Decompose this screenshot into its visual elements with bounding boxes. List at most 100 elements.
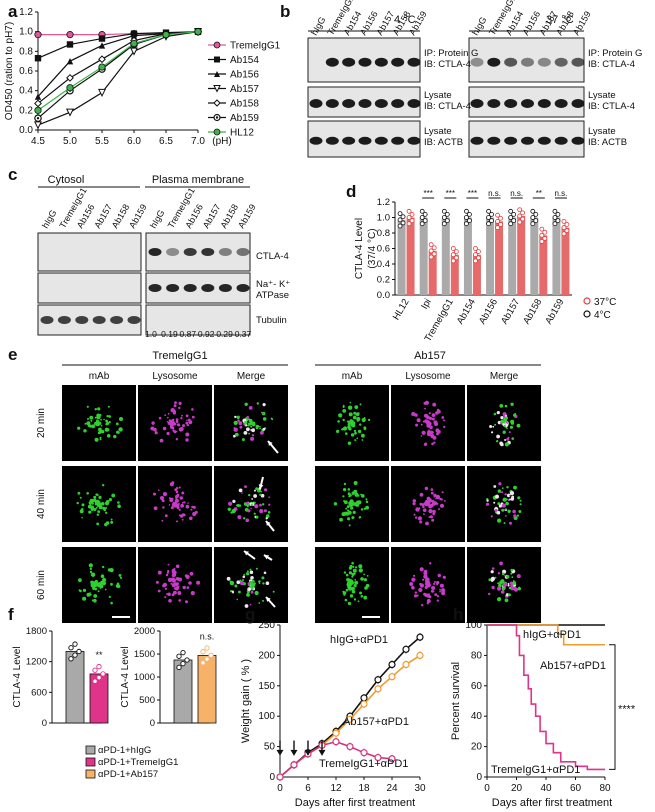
e-puncta [363,573,365,576]
d-dot-37c [517,213,523,219]
e-puncta [190,508,193,511]
e-puncta [411,412,416,416]
d-sig-1: *** [424,189,433,198]
e-puncta [518,586,521,589]
e-puncta [422,508,427,512]
e-puncta [178,577,182,582]
f1-ytick-label: 1800 [26,626,47,637]
a-line-Ab156 [37,31,199,97]
e-puncta [234,415,237,419]
c-cytosol: Cytosol [48,174,85,186]
f-legend-swatch [85,769,96,779]
a-line-Ab157 [37,31,199,126]
panel-label-h: h [453,605,464,624]
b-label-ip4-a: IP: Protein G [424,48,478,59]
e-puncta [241,492,243,494]
d-dot-37c [406,208,412,214]
e-puncta [251,498,254,500]
g-point [374,753,382,762]
e-puncta [434,581,436,583]
e-puncta [108,498,112,502]
e-puncta [170,497,174,501]
e-puncta [431,413,436,417]
e-puncta [500,416,504,420]
d-sig-6: ** [536,189,542,198]
b-label-actb4-b: IB: ACTB [424,137,463,148]
e-puncta [350,424,353,427]
e-puncta [183,513,186,517]
b-label-ip37-a: IP: Protein G [588,48,642,59]
e-arrowhead [266,597,271,602]
e-puncta [259,509,264,514]
g-label-ab157: Ab157+αPD1 [343,716,409,728]
e-puncta [234,432,239,437]
e-puncta [173,503,178,508]
e-puncta [96,513,100,516]
d-dot-37c [409,212,415,217]
e-puncta [109,568,114,573]
e-puncta [503,522,506,524]
e-puncta [97,407,101,411]
d-bar-37c [539,235,548,295]
e-puncta [344,598,348,602]
a-line-HL12 [37,31,199,111]
e-puncta [345,588,349,592]
e-puncta [443,500,446,502]
e-arrowhead [266,521,271,526]
blot-c: Cytosol Plasma membranehIgGTremeIgG1Ab156… [37,174,290,339]
e-puncta [351,516,355,520]
e-puncta [504,574,506,577]
e-puncta [359,591,363,595]
b-label-actb37-b: IB: ACTB [588,137,627,148]
e-puncta [496,434,500,439]
d-dot-4c [508,208,514,214]
e-puncta [509,581,513,585]
c-row-ctla4: CTLA-4 [256,251,289,262]
e-puncta [162,492,168,497]
e-puncta [94,416,97,419]
e-puncta [178,486,181,489]
e-puncta [504,508,507,511]
d-bar-4c [441,217,450,295]
g-xlabel: Days after first treatment [295,797,415,809]
e-puncta [353,481,358,485]
g-point [346,743,354,751]
d-dot-4c [511,218,517,223]
e-puncta [226,576,231,581]
a-xtick-label: 6.0 [127,136,141,147]
d-xlabel-Ab154: Ab154 [455,297,478,326]
e-puncta [248,422,252,426]
e-puncta [247,424,250,427]
e-puncta [90,419,93,422]
e-puncta [178,401,182,405]
f1-dot [68,645,74,651]
e-puncta [262,503,265,506]
b-band [571,136,585,145]
e-puncta [164,587,167,590]
d-bar-37c [561,227,570,295]
e-puncta [361,433,365,438]
e-puncta [348,412,353,417]
c-band [57,316,71,324]
e-puncta [251,579,255,583]
d-ytick-label: 0.8 [377,228,390,239]
e-puncta [174,591,177,593]
b-band [571,99,585,108]
f1-dot [72,641,78,647]
a-point-Ab158 [34,99,42,108]
e-puncta [491,431,494,434]
micrographs-e: TremeIgG1 Ab157 mAb Lysosome Merge mAb Lysosom… [36,350,541,623]
c-blot-0-0 [37,232,142,272]
e-puncta [411,585,415,590]
b-band [554,136,568,145]
g-ytick-label: 150 [258,681,275,692]
f-legend-2: αPD-1+Ab157 [98,769,158,780]
c-row-nak-b: ATPase [256,290,289,301]
e-puncta [437,409,441,414]
e-puncta [424,486,429,491]
b-band [407,57,421,67]
e-puncta [360,595,364,598]
d-xlabel-Ab156: Ab156 [477,297,500,326]
